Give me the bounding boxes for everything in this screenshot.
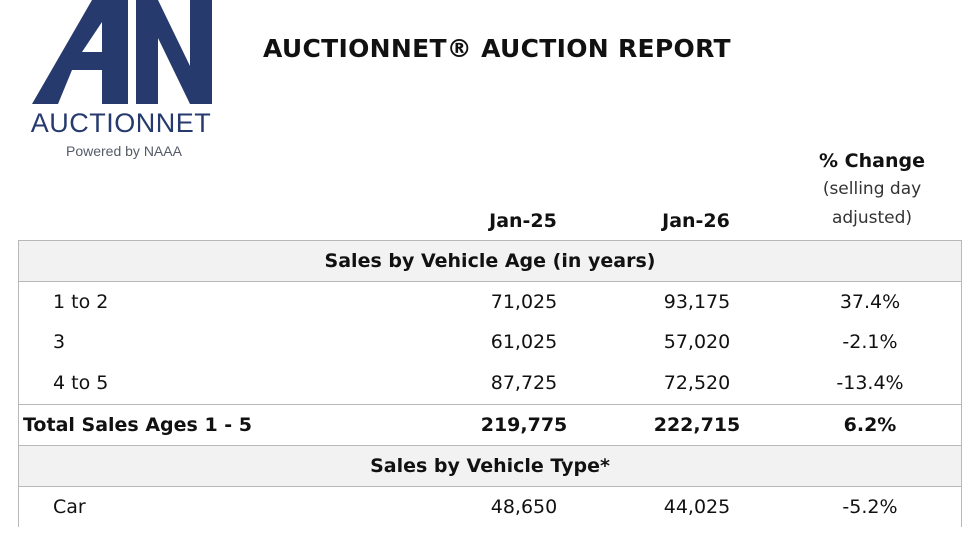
column-header-jan25: Jan-25 [489,210,557,232]
value-jan25: 71,025 [490,291,558,313]
table-row: Car 48,650 44,025 -5.2% [19,486,961,527]
total-jan26: 222,715 [653,414,741,436]
value-jan25: 61,025 [490,331,558,353]
value-jan26: 44,025 [663,496,731,518]
total-row: Total Sales Ages 1 - 5 219,775 222,715 6… [19,404,961,445]
pct-change-sub-2: adjusted) [831,208,913,228]
value-pct-change: 37.4% [839,291,901,313]
section-header-vehicle-type: Sales by Vehicle Type* [19,445,961,486]
pct-change-title: % Change [819,150,925,172]
total-pct-change: 6.2% [843,414,897,436]
section-title: Sales by Vehicle Age (in years) [324,250,656,272]
report-title: AUCTIONNET® AUCTION REPORT [263,34,731,63]
pct-change-sub-1: (selling day [822,179,922,199]
value-pct-change: -5.2% [842,496,898,518]
logo-tagline: Powered by NAAA [66,143,182,159]
value-jan25: 48,650 [490,496,558,518]
value-pct-change: -2.1% [842,331,898,353]
value-jan26: 72,520 [663,372,731,394]
table-row: 1 to 2 71,025 93,175 37.4% [19,281,961,322]
row-label: 1 to 2 [53,291,109,313]
auctionnet-an-logo-mark [32,0,212,104]
row-label: 3 [53,331,66,353]
column-header-pct-change: % Change (selling day adjusted) [792,147,952,233]
total-label: Total Sales Ages 1 - 5 [23,414,253,436]
total-jan25: 219,775 [480,414,568,436]
row-label: 4 to 5 [53,372,109,394]
row-label: Car [53,496,86,518]
section-title: Sales by Vehicle Type* [370,455,610,477]
value-pct-change: -13.4% [836,372,904,394]
section-header-vehicle-age: Sales by Vehicle Age (in years) [19,240,961,281]
column-header-jan26: Jan-26 [662,210,730,232]
value-jan26: 57,020 [663,331,731,353]
auction-report-table: Sales by Vehicle Age (in years) 1 to 2 7… [18,240,962,527]
table-row: 4 to 5 87,725 72,520 -13.4% [19,363,961,404]
auctionnet-logo: AUCTIONNET Powered by NAAA [22,0,222,165]
logo-wordmark: AUCTIONNET [30,108,212,138]
value-jan25: 87,725 [490,372,558,394]
value-jan26: 93,175 [663,291,731,313]
table-row: 3 61,025 57,020 -2.1% [19,322,961,363]
